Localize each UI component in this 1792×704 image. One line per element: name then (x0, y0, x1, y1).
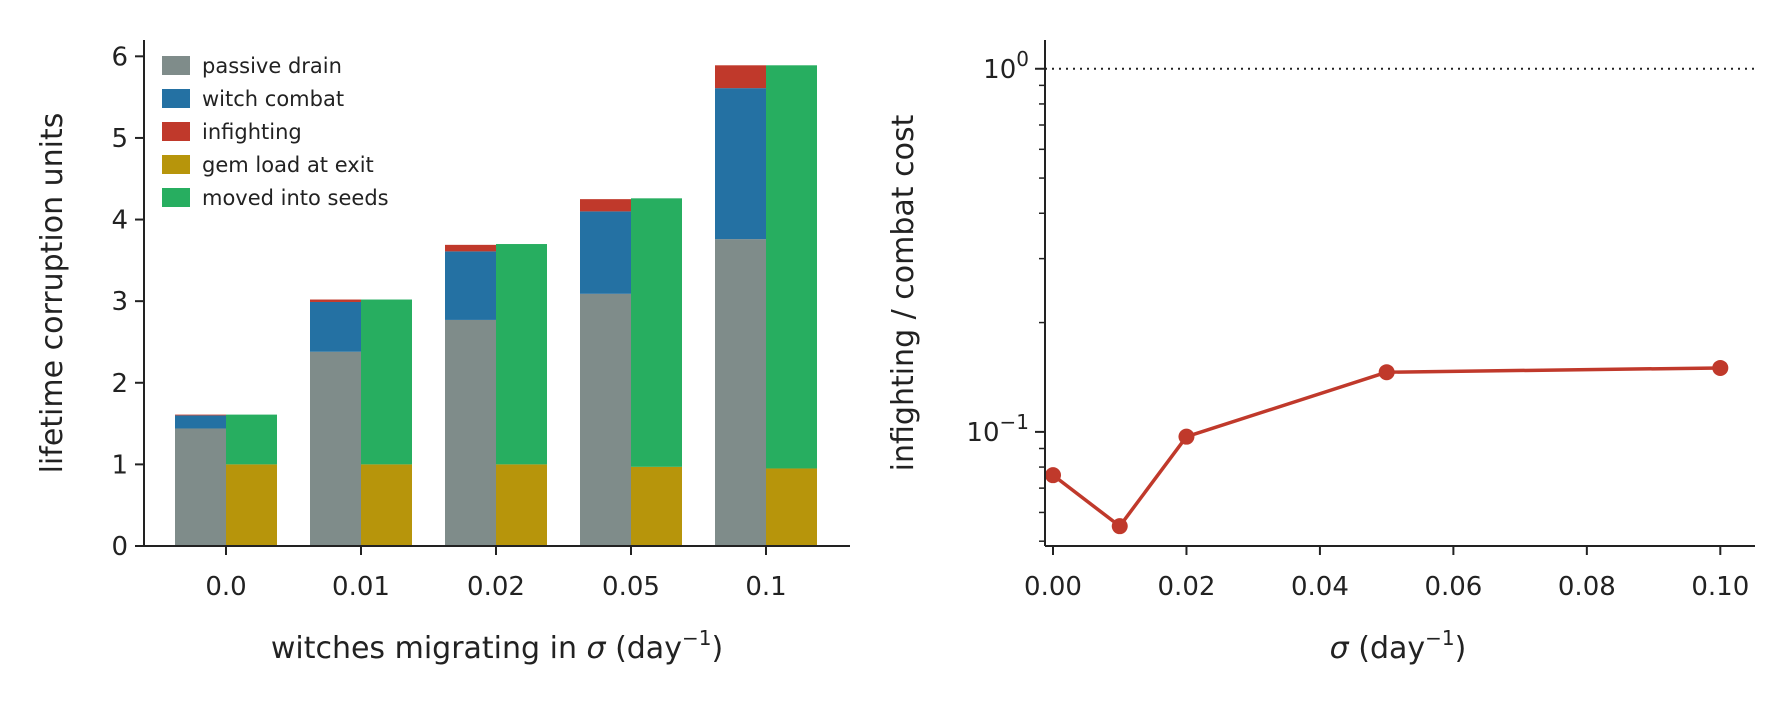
tick-base: 10 (966, 418, 999, 448)
left-y-tick-label: 3 (111, 287, 128, 317)
left-x-axis-label-text: witches migrating in (271, 631, 577, 666)
tick-exponent: 0 (1016, 47, 1029, 71)
bar-moved-into-seeds-1 (361, 299, 412, 465)
bar-passive-drain-2 (445, 319, 496, 546)
left-y-tick-label: 0 (111, 532, 128, 562)
legend-label-gem-load-at-exit: gem load at exit (202, 153, 374, 177)
bar-witch-combat-1 (310, 301, 361, 352)
right-y-tick-label: 10−1 (966, 410, 1029, 448)
left-x-axis-label-close: ) (711, 631, 723, 666)
legend-swatch-gem-load-at-exit (162, 155, 190, 174)
legend-label-infighting: infighting (202, 120, 302, 144)
legend-swatch-witch-combat (162, 89, 190, 108)
legend-label-witch-combat: witch combat (202, 87, 344, 111)
legend-swatch-passive-drain (162, 56, 190, 75)
right-x-ticks: 0.00 0.02 0.04 0.06 0.08 0.10 (1024, 546, 1749, 602)
left-y-tick-label: 5 (111, 124, 128, 154)
bar-infighting-4 (715, 65, 766, 89)
bar-passive-drain-0 (175, 428, 226, 546)
right-x-axis-label-exponent: −1 (1425, 626, 1454, 650)
left-x-tick-label: 0.05 (602, 572, 660, 602)
right-x-tick-label: 0.06 (1424, 572, 1482, 602)
bar-moved-into-seeds-0 (226, 414, 277, 465)
left-x-tick-label: 0.02 (467, 572, 525, 602)
right-x-tick-label: 0.04 (1291, 572, 1349, 602)
bar-moved-into-seeds-4 (766, 65, 817, 469)
bar-passive-drain-4 (715, 239, 766, 546)
data-point-4 (1712, 359, 1729, 376)
legend-swatch-moved-into-seeds (162, 188, 190, 207)
right-x-tick-label: 0.08 (1558, 572, 1616, 602)
bar-gem-load-at-exit-3 (631, 466, 682, 546)
left-y-tick-label: 6 (111, 42, 128, 72)
bar-passive-drain-1 (310, 351, 361, 546)
bar-infighting-0 (175, 414, 226, 416)
legend-label-passive-drain: passive drain (202, 54, 342, 78)
bar-gem-load-at-exit-2 (496, 464, 547, 546)
left-x-tick-label: 0.0 (205, 572, 246, 602)
bar-infighting-3 (580, 199, 631, 212)
legend-label-moved-into-seeds: moved into seeds (202, 186, 389, 210)
right-x-tick-label: 0.00 (1024, 572, 1082, 602)
bar-witch-combat-4 (715, 88, 766, 240)
bar-infighting-2 (445, 244, 496, 252)
right-y-axis-label: infighting / combat cost (886, 114, 921, 471)
left-x-axis-label: witches migrating in σ (day−1) (271, 626, 723, 666)
left-y-tick-label: 4 (111, 206, 128, 236)
bar-gem-load-at-exit-4 (766, 468, 817, 546)
series-line (1051, 366, 1721, 528)
right-x-axis-label-unit: (day (1358, 631, 1425, 666)
bar-passive-drain-3 (580, 293, 631, 546)
bar-infighting-1 (310, 299, 361, 302)
left-y-axis-label: lifetime corruption units (35, 113, 70, 474)
data-point-0 (1045, 467, 1062, 484)
bar-witch-combat-2 (445, 251, 496, 320)
left-y-ticks: 0 1 2 3 4 5 6 (111, 42, 144, 562)
left-x-axis-label-exponent: −1 (682, 626, 711, 650)
left-x-axis-label-unit: (day (615, 631, 682, 666)
data-point-3 (1378, 364, 1395, 381)
bar-moved-into-seeds-2 (496, 244, 547, 465)
right-x-axis-label-close: ) (1455, 631, 1467, 666)
right-axes (1044, 40, 1755, 547)
tick-exponent: −1 (1000, 410, 1029, 434)
right-x-tick-label: 0.02 (1158, 572, 1216, 602)
bar-witch-combat-3 (580, 211, 631, 294)
right-x-tick-label: 0.10 (1691, 572, 1749, 602)
bar-gem-load-at-exit-1 (361, 464, 412, 546)
series-layer (1045, 359, 1729, 535)
left-x-tick-label: 0.1 (745, 572, 786, 602)
left-x-tick-label: 0.01 (332, 572, 390, 602)
right-x-axis-label-symbol: σ (1330, 631, 1350, 666)
tick-base: 10 (983, 55, 1016, 85)
left-y-tick-label: 2 (111, 369, 128, 399)
bar-gem-load-at-exit-0 (226, 464, 277, 546)
bar-moved-into-seeds-3 (631, 198, 682, 467)
left-x-axis-label-symbol: σ (587, 631, 607, 666)
right-x-axis-label: σ (day−1) (1330, 626, 1467, 666)
left-x-ticks: 0.0 0.01 0.02 0.05 0.1 (205, 546, 787, 602)
legend: passive drain witch combat infighting gem l… (162, 54, 389, 210)
left-y-tick-label: 1 (111, 450, 128, 480)
right-y-tick-label: 100 (983, 47, 1029, 85)
legend-swatch-infighting (162, 122, 190, 141)
bars-layer (175, 65, 817, 546)
stacked-bar-chart: 0 1 2 3 4 5 6 0.0 0.01 0.02 0.05 0.1 lifetime corr… (35, 40, 850, 666)
bar-witch-combat-0 (175, 415, 226, 429)
data-point-2 (1178, 428, 1195, 445)
data-point-1 (1111, 518, 1128, 535)
